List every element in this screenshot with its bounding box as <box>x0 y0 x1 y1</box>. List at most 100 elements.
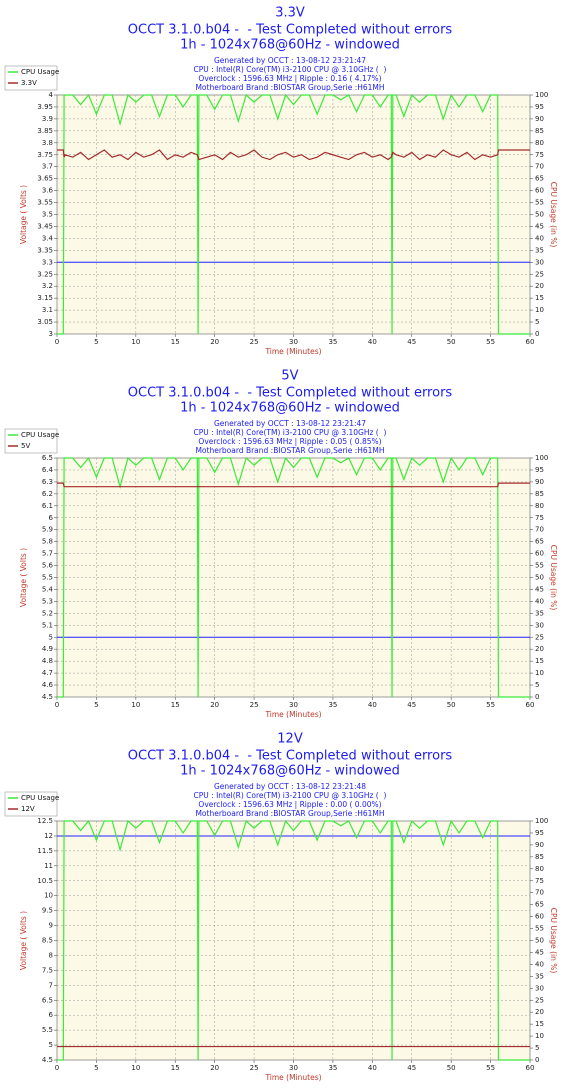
y2-tick-label: 15 <box>535 1020 544 1028</box>
y-axis-label: Voltage ( Volts ) <box>19 548 28 607</box>
chart-subtitle: 1h - 1024x768@60Hz - windowed <box>180 401 400 416</box>
y-tick-label: 3.1 <box>42 306 53 314</box>
y-tick-label: 6 <box>49 514 54 522</box>
y2-tick-label: 90 <box>535 478 544 486</box>
y2-tick-label: 95 <box>535 829 544 837</box>
info-line: Generated by OCCT : 13-08-12 23:21:47 <box>214 419 366 428</box>
y-tick-label: 3.45 <box>37 222 53 230</box>
y2-tick-label: 10 <box>535 669 544 677</box>
x-tick-label: 0 <box>55 701 59 709</box>
y-tick-label: 3.9 <box>42 115 53 123</box>
chart: 12V OCCT 3.1.0.b04 - - Test Completed wit… <box>4 732 558 1082</box>
x-tick-label: 45 <box>407 1064 416 1072</box>
y-tick-label: 3.35 <box>37 246 53 254</box>
y2-tick-label: 95 <box>535 466 544 474</box>
x-tick-label: 25 <box>250 701 259 709</box>
y-tick-label: 3.7 <box>42 163 53 171</box>
y2-tick-label: 45 <box>535 585 544 593</box>
legend-box <box>4 791 58 817</box>
y2-tick-label: 55 <box>535 925 544 933</box>
y2-axis-label: CPU Usage (in %) <box>549 545 558 611</box>
y2-tick-label: 35 <box>535 972 544 980</box>
y-tick-label: 4.5 <box>42 693 53 701</box>
x-tick-label: 0 <box>55 1064 59 1072</box>
y-tick-label: 5 <box>49 1041 53 1049</box>
y2-tick-label: 15 <box>535 657 544 665</box>
y2-tick-label: 90 <box>535 841 544 849</box>
chart-title: 12V <box>277 732 303 747</box>
y-tick-label: 11.5 <box>37 847 53 855</box>
y-tick-label: 5.1 <box>42 621 53 629</box>
x-tick-label: 0 <box>55 338 59 346</box>
y2-tick-label: 85 <box>535 853 544 861</box>
y-tick-label: 5.6 <box>42 562 54 570</box>
x-tick-label: 5 <box>94 701 98 709</box>
y-tick-label: 8 <box>49 951 53 959</box>
y2-tick-label: 80 <box>535 502 544 510</box>
y2-tick-label: 75 <box>535 151 544 159</box>
y2-tick-label: 10 <box>535 1032 544 1040</box>
y2-tick-label: 65 <box>535 538 544 546</box>
x-tick-label: 10 <box>131 701 140 709</box>
y2-tick-label: 60 <box>535 187 544 195</box>
y2-tick-label: 55 <box>535 199 544 207</box>
y-tick-label: 3.05 <box>37 318 53 326</box>
info-line: Motherboard Brand :BIOSTAR Group,Serie :… <box>195 446 384 455</box>
y2-tick-label: 65 <box>535 175 544 183</box>
x-tick-label: 55 <box>486 338 495 346</box>
y-tick-label: 3 <box>49 330 53 338</box>
y2-tick-label: 50 <box>535 211 544 219</box>
x-tick-label: 55 <box>486 701 495 709</box>
y-tick-label: 10.5 <box>37 877 53 885</box>
series-line <box>57 456 530 698</box>
y-tick-label: 3.95 <box>37 103 53 111</box>
y2-tick-label: 50 <box>535 574 544 582</box>
y2-tick-label: 100 <box>535 817 548 825</box>
y-tick-label: 5.4 <box>42 585 54 593</box>
x-tick-label: 50 <box>447 338 456 346</box>
y2-tick-label: 40 <box>535 960 544 968</box>
y2-tick-label: 35 <box>535 246 544 254</box>
info-line: CPU : Intel(R) Core(TM) i3-2100 CPU @ 3.… <box>194 791 387 800</box>
x-axis-label: Time (Minutes) <box>264 710 321 719</box>
x-tick-label: 25 <box>250 1064 259 1072</box>
y-tick-label: 12.5 <box>37 817 53 825</box>
y-tick-label: 5.9 <box>42 526 53 534</box>
y2-tick-label: 5 <box>535 1044 539 1052</box>
info-line: Motherboard Brand :BIOSTAR Group,Serie :… <box>195 83 384 92</box>
y2-tick-label: 25 <box>535 270 544 278</box>
y2-tick-label: 30 <box>535 621 544 629</box>
x-tick-label: 25 <box>250 338 259 346</box>
y2-tick-label: 80 <box>535 865 544 873</box>
y2-tick-label: 20 <box>535 645 544 653</box>
y2-axis-label: CPU Usage (in %) <box>549 182 558 248</box>
info-line: CPU : Intel(R) Core(TM) i3-2100 CPU @ 3.… <box>194 428 387 437</box>
y-tick-label: 4.8 <box>42 657 53 665</box>
x-axis-label: Time (Minutes) <box>264 347 321 356</box>
info-line: CPU : Intel(R) Core(TM) i3-2100 CPU @ 3.… <box>194 65 387 74</box>
chart-subtitle: 1h - 1024x768@60Hz - windowed <box>180 38 400 53</box>
y-tick-label: 3.85 <box>37 127 53 135</box>
y-tick-label: 6.4 <box>42 466 54 474</box>
x-tick-label: 50 <box>447 701 456 709</box>
legend-label: 5V <box>21 442 30 450</box>
y2-tick-label: 60 <box>535 550 544 558</box>
y-tick-label: 3.75 <box>37 151 53 159</box>
y-tick-label: 4.5 <box>42 1056 53 1064</box>
x-tick-label: 30 <box>289 701 298 709</box>
legend-label: 3.3V <box>21 79 37 87</box>
y-tick-label: 6 <box>49 1011 54 1019</box>
y2-tick-label: 45 <box>535 222 544 230</box>
x-tick-label: 35 <box>328 1064 337 1072</box>
y2-tick-label: 10 <box>535 306 544 314</box>
y-tick-label: 3.55 <box>37 199 53 207</box>
legend-box <box>4 428 58 454</box>
info-line: Overclock : 1596.63 MHz | Ripple : 0.05 … <box>198 437 381 446</box>
y2-tick-label: 45 <box>535 948 544 956</box>
y2-tick-label: 30 <box>535 984 544 992</box>
y2-tick-label: 100 <box>535 91 548 99</box>
y2-tick-label: 30 <box>535 258 544 266</box>
y2-tick-label: 85 <box>535 490 544 498</box>
y-tick-label: 4.7 <box>42 669 53 677</box>
